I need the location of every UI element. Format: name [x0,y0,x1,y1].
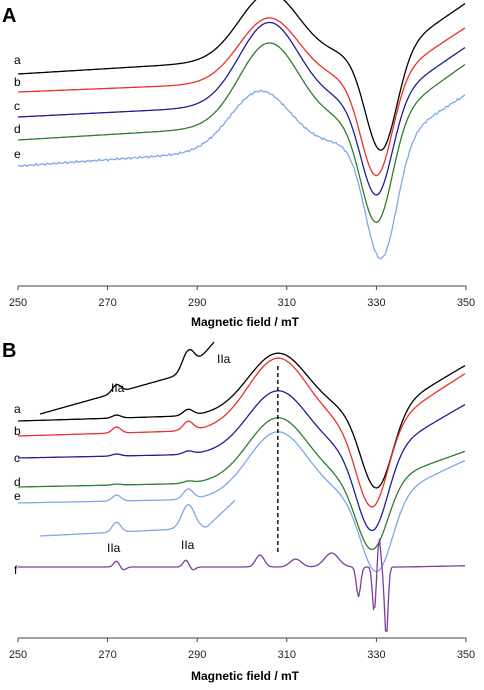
panel-a-tick-labels: 250 270 290 310 330 350 [9,286,475,309]
panel-b-tick-label-310: 310 [278,649,296,661]
panel-a-curve-e [17,89,466,260]
panel-a-tick-label-250: 250 [9,297,27,309]
panel-b-iia-label-2: IIa [111,381,125,395]
panel-a-tick-label-350: 350 [457,297,475,309]
panel-b-curve-e [18,431,466,573]
panel-a-curve-a [17,0,466,151]
panel-a-label-a: a [14,53,21,67]
panel-a-tick-label-310: 310 [278,297,296,309]
panel-b-iia-label-1: IIa [217,352,231,366]
panel-a-curves [17,0,466,260]
panel-a-tick-label-290: 290 [188,297,206,309]
panel-b-curve-d [18,417,466,551]
panel-b-tick-label-350: 350 [457,649,475,661]
panel-b-curve-a-magnified [39,341,215,415]
panel-a-label-b: b [14,75,21,89]
panel-b-iia-label-3: IIa [107,541,121,555]
panel-b-xlabel: Magnetic field / mT [191,669,300,683]
panel-a-letter: A [2,5,16,27]
panel-b-label-e: e [14,489,21,503]
panel-b-label-d: d [14,475,21,489]
panel-b-curve-e-magnified [39,499,236,537]
panel-b-tick-label-290: 290 [188,649,206,661]
panel-a-curve-d [17,42,466,224]
panel-a-label-e: e [14,147,21,161]
panel-b-tick-labels: 250 270 290 310 330 350 [9,638,475,661]
panel-b-label-b: b [14,424,21,438]
panel-b-curves [18,341,466,632]
panel-a-label-c: c [14,99,20,113]
panel-b-tick-label-250: 250 [9,649,27,661]
panel-a-curve-b [17,17,466,177]
panel-b-curve-f [18,538,465,632]
panel-b-tick-label-270: 270 [98,649,116,661]
panel-b-iia-label-4: IIa [181,538,195,552]
panel-b-label-a: a [14,402,21,416]
panel-b-label-f: f [14,563,18,577]
panel-a-curve-c [17,21,466,196]
panel-b-letter: B [2,340,16,362]
panel-b-curve-b [18,357,466,508]
panel-a-tick-label-330: 330 [367,297,385,309]
panel-a-xlabel: Magnetic field / mT [191,315,300,329]
panel-a-label-d: d [14,122,21,136]
panel-a-tick-label-270: 270 [98,297,116,309]
panel-b-tick-label-330: 330 [367,649,385,661]
panel-b-curve-c [18,390,466,532]
panel-b-label-c: c [14,451,20,465]
